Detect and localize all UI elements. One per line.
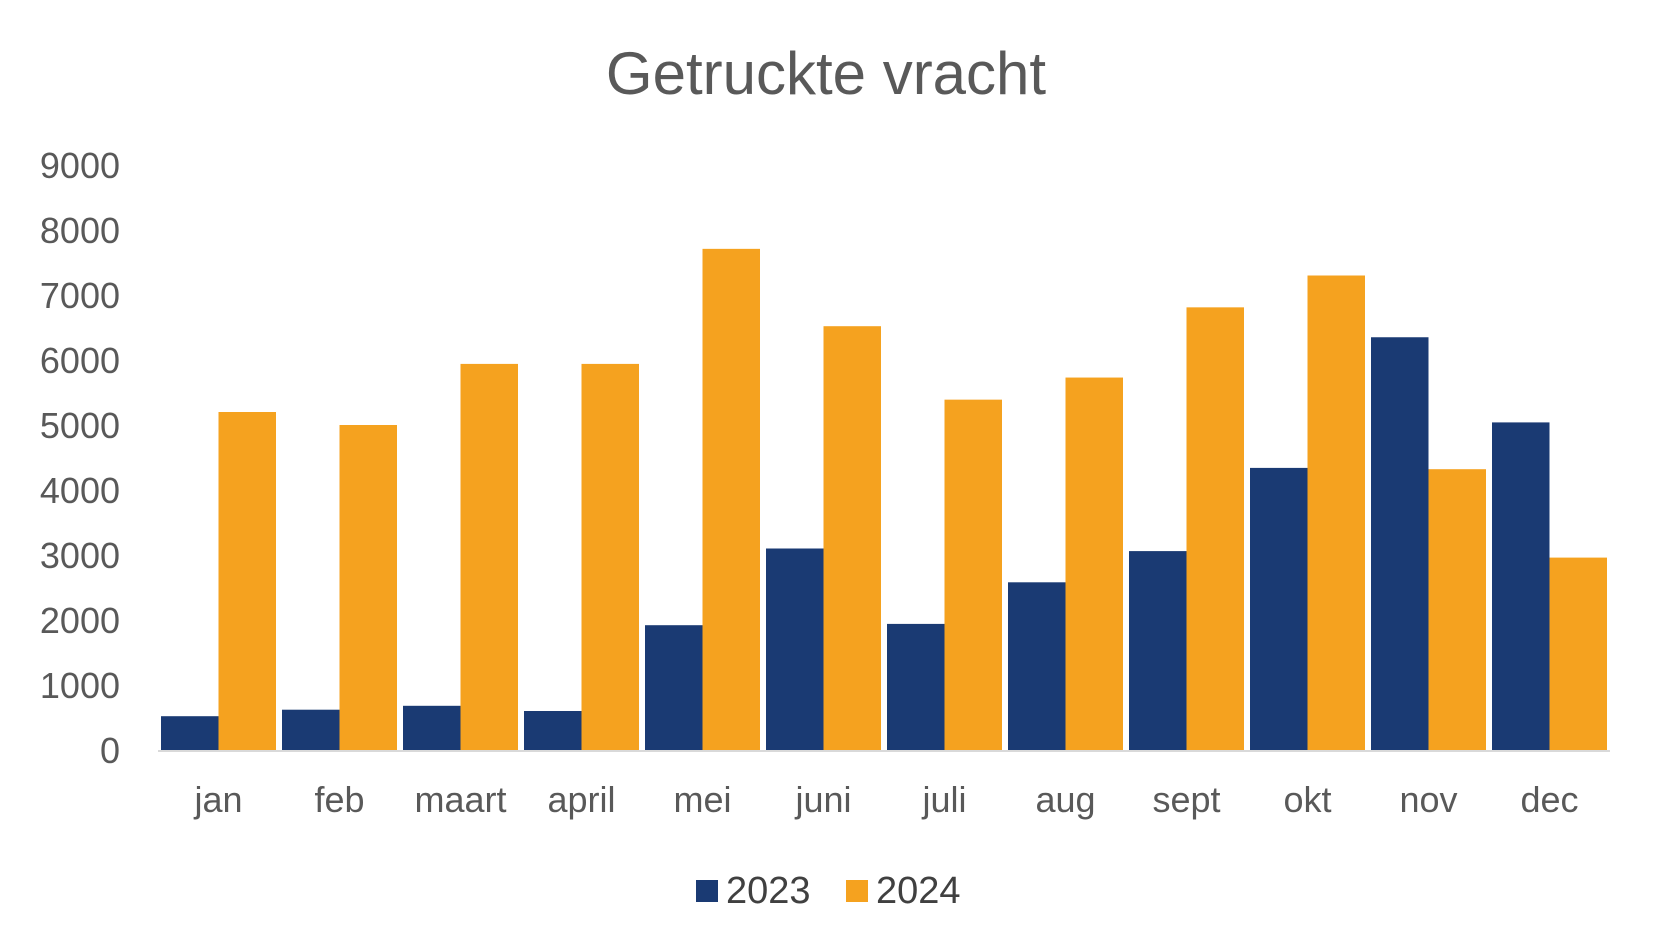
- x-tick-label-feb: feb: [314, 779, 364, 820]
- x-tick-label-juni: juni: [794, 779, 851, 820]
- bars: [161, 248, 1607, 750]
- legend-label-2023: 2023: [726, 870, 811, 912]
- y-tick-label: 5000: [40, 405, 120, 446]
- x-tick-label-juli: juli: [921, 779, 966, 820]
- x-tick-label-nov: nov: [1399, 779, 1457, 820]
- x-tick-label-april: april: [547, 779, 615, 820]
- y-tick-label: 7000: [40, 275, 120, 316]
- bar-2024-feb: [339, 425, 397, 750]
- bar-2023-okt: [1250, 467, 1308, 750]
- bar-2024-mei: [702, 248, 760, 750]
- bar-2023-dec: [1492, 422, 1550, 750]
- legend: 2023 2024: [696, 870, 961, 912]
- y-tick-label: 3000: [40, 535, 120, 576]
- bar-2023-mei: [645, 625, 703, 750]
- bar-2024-nov: [1428, 469, 1486, 750]
- x-tick-label-okt: okt: [1283, 779, 1331, 820]
- bar-2024-juli: [944, 399, 1002, 750]
- x-axis-labels: jan feb maart april mei juni juli aug sept okt nov…: [193, 779, 1578, 820]
- x-tick-label-mei: mei: [673, 779, 731, 820]
- chart-title: Getruckte vracht: [606, 40, 1046, 107]
- bar-2023-juni: [766, 548, 824, 750]
- y-tick-label: 2000: [40, 600, 120, 641]
- bar-2023-juli: [887, 623, 945, 750]
- bar-2024-dec: [1549, 557, 1607, 750]
- bar-2023-april: [524, 711, 582, 750]
- y-tick-label: 8000: [40, 210, 120, 251]
- bar-2024-jan: [218, 412, 276, 750]
- legend-swatch-2024: [846, 880, 868, 902]
- bar-2023-maart: [403, 705, 461, 750]
- bar-2024-april: [581, 363, 639, 750]
- bar-2023-aug: [1008, 582, 1066, 750]
- y-tick-label: 4000: [40, 470, 120, 511]
- x-tick-label-sept: sept: [1152, 779, 1220, 820]
- bar-2024-okt: [1307, 275, 1365, 750]
- y-tick-label: 0: [100, 730, 120, 771]
- legend-swatch-2023: [696, 880, 718, 902]
- legend-label-2024: 2024: [876, 870, 961, 912]
- y-axis-ticks: 0 1000 2000 3000 4000 5000 6000 7000 8000 9000: [40, 145, 120, 771]
- bar-2024-maart: [460, 363, 518, 750]
- y-tick-label: 1000: [40, 665, 120, 706]
- x-tick-label-jan: jan: [193, 779, 242, 820]
- bar-2024-juni: [823, 326, 881, 750]
- x-tick-label-aug: aug: [1035, 779, 1095, 820]
- x-tick-label-maart: maart: [414, 779, 506, 820]
- bar-2023-feb: [282, 709, 340, 750]
- bar-2024-aug: [1065, 377, 1123, 750]
- x-tick-label-dec: dec: [1520, 779, 1578, 820]
- bar-2023-nov: [1371, 337, 1429, 750]
- bar-2024-sept: [1186, 307, 1244, 750]
- bar-2023-jan: [161, 716, 219, 750]
- y-tick-label: 6000: [40, 340, 120, 381]
- y-tick-label: 9000: [40, 145, 120, 186]
- bar-2023-sept: [1129, 551, 1187, 750]
